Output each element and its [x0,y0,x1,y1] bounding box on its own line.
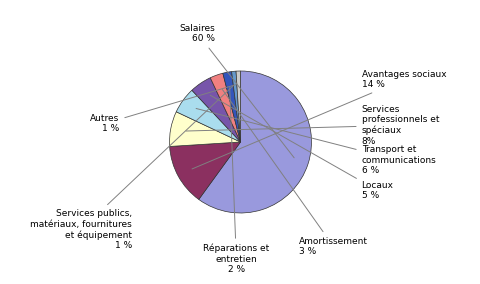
Wedge shape [169,142,240,199]
Wedge shape [192,78,240,142]
Text: Réparations et
entretien
2 %: Réparations et entretien 2 % [203,87,269,274]
Wedge shape [210,73,240,142]
Wedge shape [176,90,240,142]
Wedge shape [169,112,240,147]
Wedge shape [198,71,311,213]
Text: Amortissement
3 %: Amortissement 3 % [222,89,367,256]
Text: Avantages sociaux
14 %: Avantages sociaux 14 % [192,70,445,169]
Text: Services
professionnels et
spéciaux
8%: Services professionnels et spéciaux 8% [186,105,438,146]
Text: Locaux
5 %: Locaux 5 % [210,95,393,200]
Text: Transport et
communications
6 %: Transport et communications 6 % [196,108,435,175]
Wedge shape [236,71,240,142]
Wedge shape [222,72,240,142]
Wedge shape [231,71,240,142]
Text: Salaires
60 %: Salaires 60 % [180,24,294,158]
Text: Autres
1 %: Autres 1 % [90,85,236,133]
Text: Services publics,
matériaux, fournitures
et équipement
1 %: Services publics, matériaux, fournitures… [30,86,232,250]
